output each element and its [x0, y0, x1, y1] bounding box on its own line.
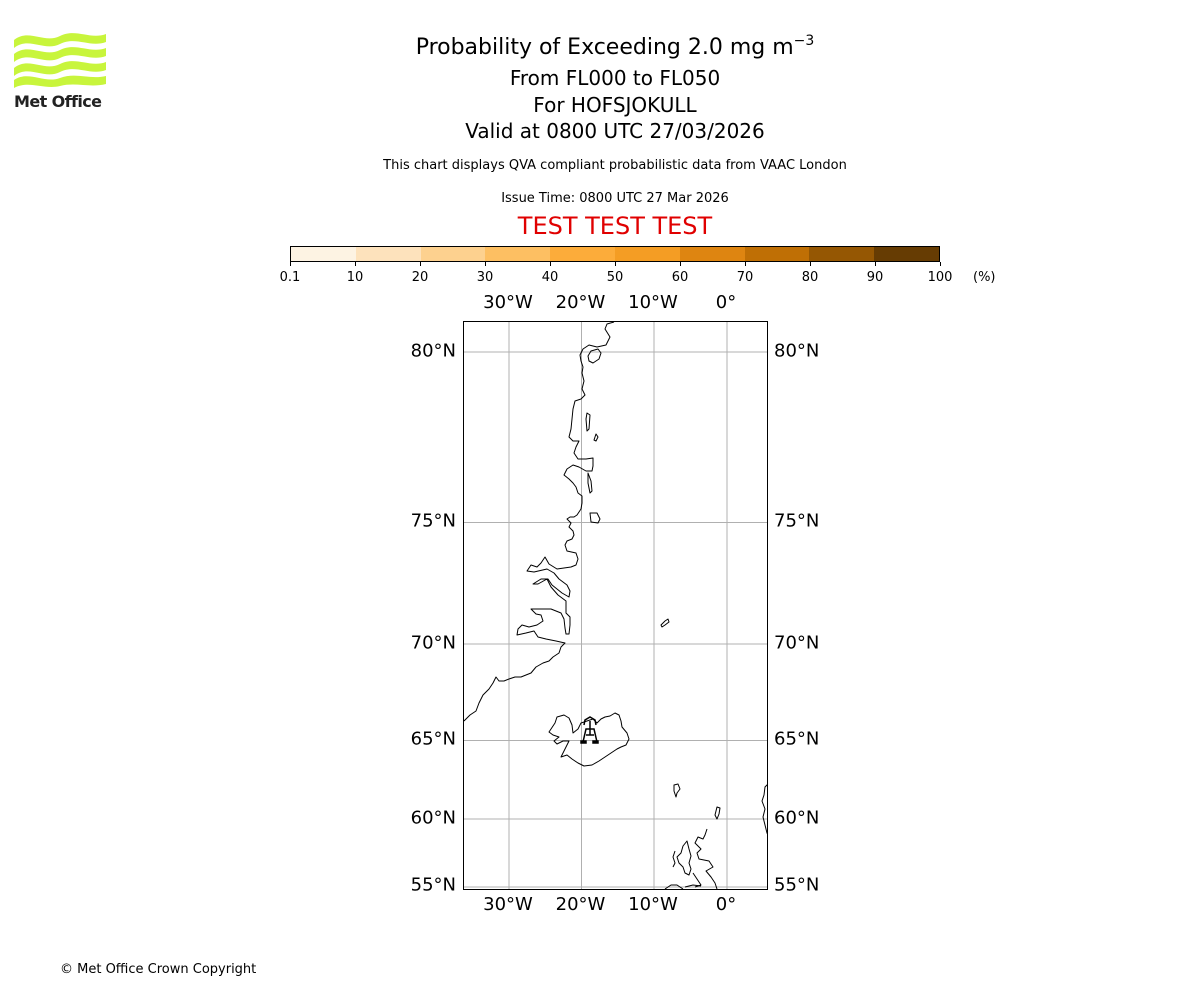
- top-longitude-label: 20°W: [555, 292, 606, 313]
- met-office-logo: Met Office: [14, 30, 106, 112]
- colorbar-tick: [290, 262, 291, 266]
- top-longitude-label: 0°: [715, 292, 737, 313]
- chart-title: Probability of Exceeding 2.0 mg m−3: [300, 24, 930, 65]
- map-panel[interactable]: [463, 321, 768, 890]
- left-latitude-label: 65°N: [410, 728, 456, 750]
- colorbar-segment: [874, 247, 939, 261]
- chart-title-block: Probability of Exceeding 2.0 mg m−3 From…: [300, 24, 930, 145]
- colorbar-segment: [679, 247, 745, 261]
- flight-levels: From FL000 to FL050: [509, 66, 721, 90]
- colorbar-tick-label: 10: [346, 270, 364, 285]
- bottom-longitude-label: 20°W: [555, 894, 606, 915]
- logo-brand-text: Met Office: [14, 92, 102, 111]
- top-longitude-label: 30°W: [483, 292, 533, 313]
- colorbar-tick-label: 90: [866, 270, 884, 285]
- colorbar-tick-label: 50: [606, 270, 624, 285]
- bottom-longitude-label: 10°W: [628, 894, 678, 915]
- colorbar-tick-label: 30: [476, 270, 494, 285]
- colorbar-tick: [550, 262, 551, 266]
- top-longitude-label: 10°W: [628, 292, 678, 313]
- test-banner: TEST TEST TEST: [517, 212, 713, 240]
- data-source-note: This chart displays QVA compliant probab…: [383, 158, 847, 173]
- right-latitude-label: 55°N: [774, 874, 820, 896]
- colorbar-segment: [744, 247, 810, 261]
- colorbar-segment: [550, 247, 615, 261]
- title-text: Probability of Exceeding 2.0 mg m: [415, 35, 794, 60]
- map-canvas: [464, 322, 767, 889]
- colorbar-tick-label: 0.1: [279, 270, 301, 285]
- copyright-notice: © Met Office Crown Copyright: [60, 962, 257, 977]
- colorbar-tick: [355, 262, 356, 266]
- colorbar-tick-label: 80: [801, 270, 819, 285]
- colorbar-segment: [614, 247, 680, 261]
- colorbar-tick-label: 40: [541, 270, 559, 285]
- right-latitude-label: 80°N: [774, 340, 820, 362]
- valid-time: Valid at 0800 UTC 27/03/2026: [465, 119, 765, 143]
- colorbar-tick-label: 70: [736, 270, 754, 285]
- colorbar-tick: [875, 262, 876, 266]
- colorbar-tick: [810, 262, 811, 266]
- colorbar-tick-label: 100: [927, 270, 953, 285]
- left-latitude-label: 55°N: [410, 874, 456, 896]
- issue-time: Issue Time: 0800 UTC 27 Mar 2026: [501, 191, 729, 206]
- volcano-icon: [580, 716, 599, 744]
- left-latitude-label: 60°N: [410, 807, 456, 829]
- bottom-longitude-label: 0°: [715, 894, 737, 915]
- colorbar-segment: [291, 247, 356, 261]
- colorbar-tick: [615, 262, 616, 266]
- colorbar-tick: [745, 262, 746, 266]
- colorbar-unit: (%): [973, 270, 996, 285]
- colorbar-segment: [355, 247, 421, 261]
- colorbar-tick-label: 20: [411, 270, 429, 285]
- left-latitude-label: 80°N: [410, 340, 456, 362]
- right-latitude-label: 65°N: [774, 728, 820, 750]
- colorbar-segment: [809, 247, 875, 261]
- gridlines: [464, 322, 767, 889]
- coastlines: [464, 322, 767, 889]
- colorbar: [290, 246, 940, 262]
- colorbar-segment: [485, 247, 551, 261]
- left-latitude-label: 70°N: [410, 632, 456, 654]
- colorbar-tick-label: 60: [671, 270, 689, 285]
- colorbar-tick: [680, 262, 681, 266]
- bottom-longitude-label: 30°W: [483, 894, 533, 915]
- colorbar-tick: [485, 262, 486, 266]
- met-office-waves-icon: [14, 33, 106, 88]
- left-latitude-label: 75°N: [410, 510, 456, 532]
- right-latitude-label: 75°N: [774, 510, 820, 532]
- colorbar-tick: [940, 262, 941, 266]
- right-latitude-label: 60°N: [774, 807, 820, 829]
- colorbar-segment: [420, 247, 486, 261]
- colorbar-tick: [420, 262, 421, 266]
- title-superscript: −3: [793, 33, 815, 49]
- right-latitude-label: 70°N: [774, 632, 820, 654]
- volcano-name: For HOFSJOKULL: [533, 92, 697, 117]
